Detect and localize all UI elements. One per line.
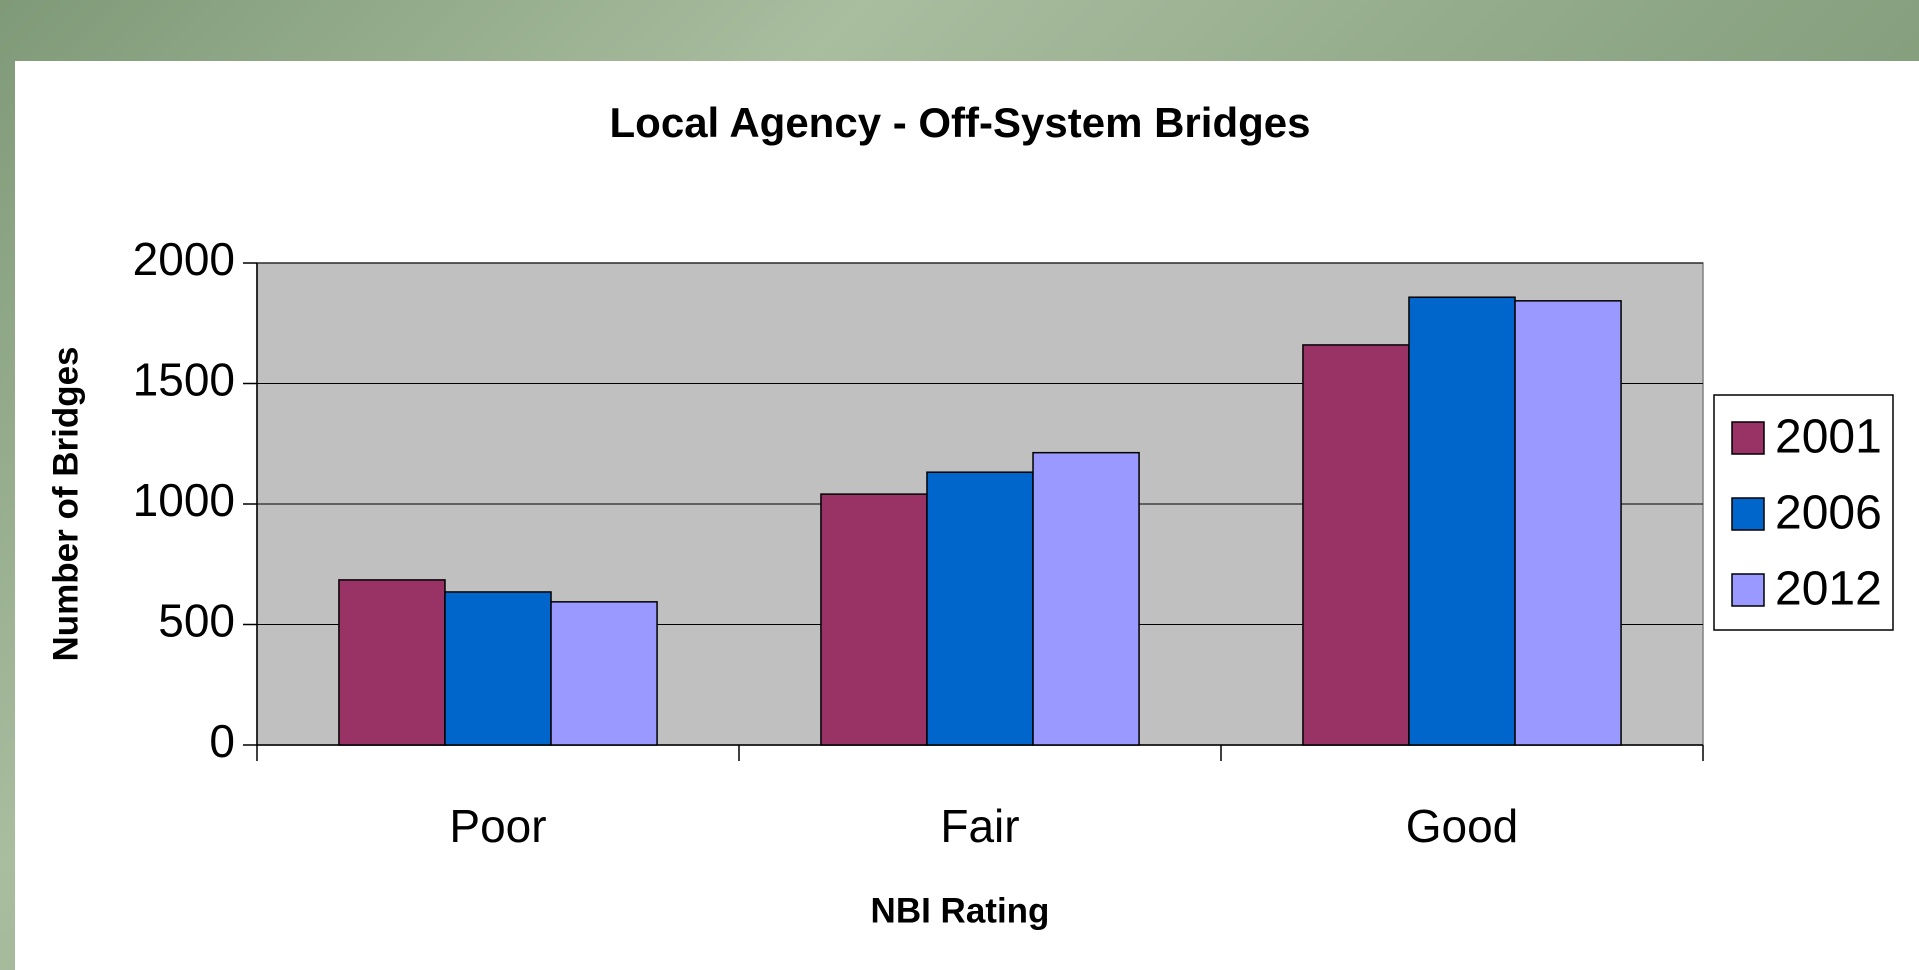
- legend-label: 2001: [1775, 411, 1882, 464]
- bar: [820, 493, 928, 746]
- bar: [550, 601, 658, 746]
- bar: [444, 591, 552, 746]
- x-tick-label: Good: [1406, 800, 1519, 852]
- bar: [926, 471, 1034, 746]
- bar: [338, 579, 446, 746]
- legend-swatch: [1731, 573, 1765, 607]
- y-tick-label: 1000: [133, 474, 235, 526]
- bar: [1408, 296, 1516, 746]
- legend-swatch: [1731, 497, 1765, 531]
- legend-swatch: [1731, 421, 1765, 455]
- chart-title: Local Agency - Off-System Bridges: [610, 99, 1311, 146]
- bar: [1302, 344, 1410, 746]
- x-tick-label: Poor: [449, 800, 546, 852]
- bar: [1514, 300, 1622, 746]
- y-tick-label: 0: [209, 715, 235, 767]
- legend-label: 2012: [1775, 563, 1882, 616]
- legend-label: 2006: [1775, 487, 1882, 540]
- y-tick-label: 500: [158, 595, 235, 647]
- y-tick-label: 1500: [133, 354, 235, 406]
- x-axis-label: NBI Rating: [871, 891, 1050, 930]
- y-axis-label: Number of Bridges: [46, 346, 85, 661]
- bar: [1032, 451, 1140, 746]
- y-tick-label: 2000: [133, 233, 235, 285]
- x-tick-label: Fair: [940, 800, 1019, 852]
